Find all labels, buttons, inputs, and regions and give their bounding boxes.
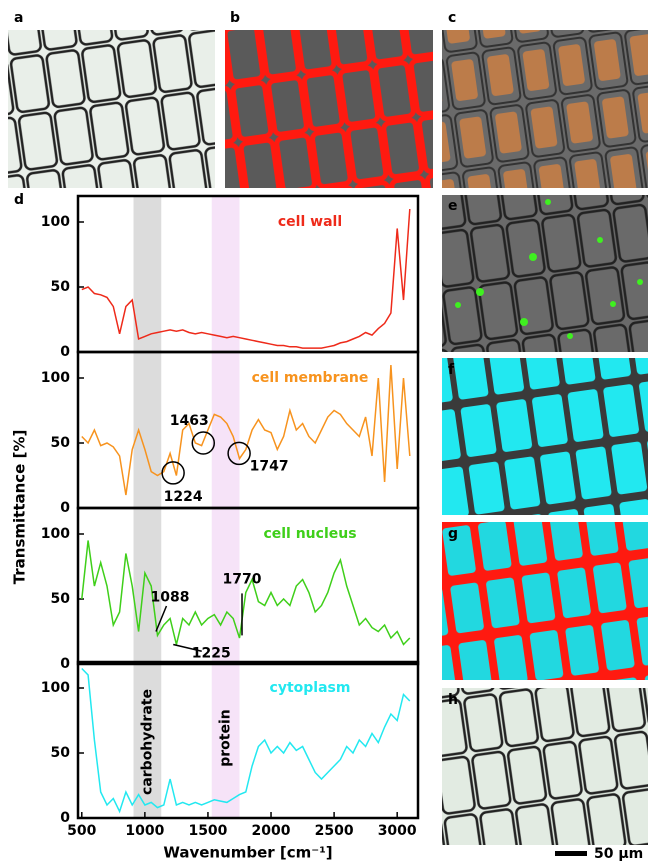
- x-tick-label: 1500: [188, 823, 227, 839]
- series-label: cell nucleus: [263, 526, 356, 542]
- band-label: carbohydrate: [139, 689, 155, 795]
- y-tick-label: 100: [41, 526, 70, 542]
- panel-label: f: [448, 362, 455, 378]
- micrographs: [8, 30, 648, 856]
- panel-label: d: [14, 192, 24, 208]
- y-tick-label: 0: [60, 344, 70, 360]
- spectrum-line: [82, 541, 410, 645]
- series-label: cell membrane: [252, 370, 369, 386]
- y-tick-label: 50: [51, 435, 71, 451]
- x-tick-label: 500: [67, 823, 96, 839]
- plot-frame: [78, 662, 418, 818]
- panel-label: e: [448, 198, 458, 214]
- x-tick-label: 1000: [125, 823, 164, 839]
- y-tick-label: 50: [51, 279, 71, 295]
- figure: a b c d e f g h 50 μm 0 50 100 cell wall 0 50 100 cell m…: [0, 0, 651, 864]
- y-tick-label: 0: [60, 656, 70, 672]
- x-tick-label: 2000: [252, 823, 291, 839]
- y-tick-label: 100: [41, 214, 70, 230]
- panel-label: c: [448, 10, 456, 26]
- y-tick-label: 100: [41, 680, 70, 696]
- y-axis-label: Transmittance [%]: [11, 430, 29, 585]
- x-axis-label: Wavenumber [cm⁻¹]: [163, 844, 332, 862]
- x-tick-label: 2500: [315, 823, 354, 839]
- plot-frame: [78, 196, 418, 352]
- annotation-label: 1088: [150, 590, 189, 606]
- series-label: cell wall: [278, 214, 342, 230]
- x-tick-label: 3000: [378, 823, 417, 839]
- annotation-label: 1225: [192, 646, 231, 662]
- annotation-label: 1747: [250, 458, 289, 474]
- band-label: protein: [218, 709, 234, 767]
- series-label: cytoplasm: [270, 680, 351, 696]
- panel-label: g: [448, 526, 458, 542]
- y-tick-label: 50: [51, 591, 71, 607]
- panel-label: h: [448, 692, 458, 708]
- panel-label: a: [14, 10, 23, 26]
- annotation-label: 1224: [164, 489, 203, 505]
- y-tick-label: 100: [41, 370, 70, 386]
- scale-bar-label: 50 μm: [594, 846, 643, 862]
- spectrum-line: [82, 209, 410, 348]
- panel-label: b: [230, 10, 240, 26]
- y-tick-label: 50: [51, 745, 71, 761]
- y-tick-label: 0: [60, 500, 70, 516]
- annotation-label: 1770: [223, 571, 262, 587]
- annotation-label: 1463: [170, 413, 209, 429]
- spectrum-line: [82, 669, 410, 812]
